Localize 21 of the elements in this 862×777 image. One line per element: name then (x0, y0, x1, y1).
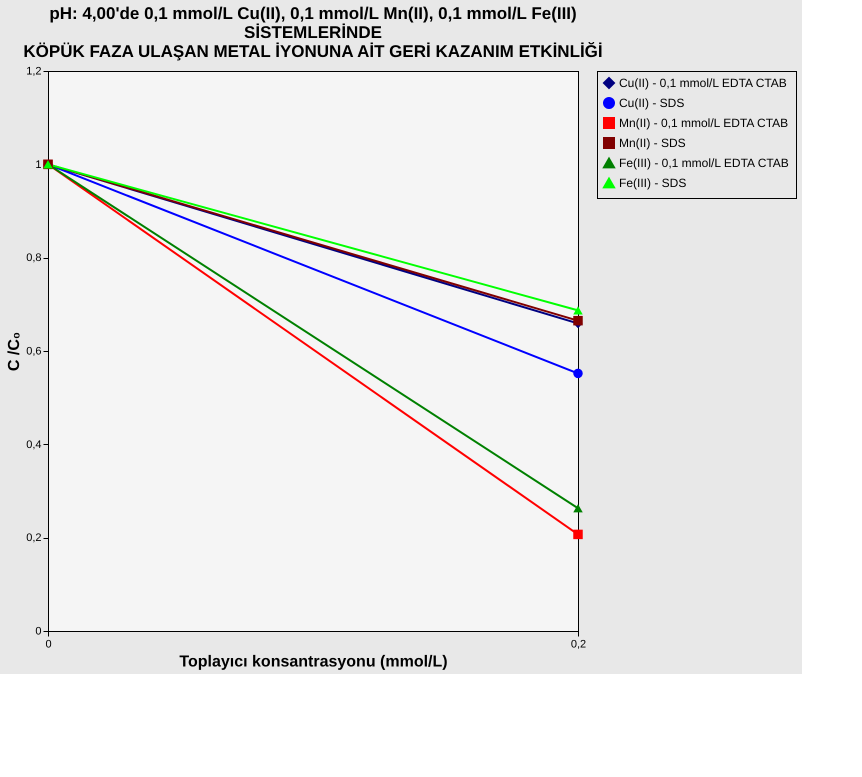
legend-label: Mn(II) - 0,1 mmol/L EDTA CTAB (619, 116, 788, 130)
y-axis-title: C /C₀ (6, 332, 24, 372)
legend-label: Cu(II) - 0,1 mmol/L EDTA CTAB (619, 76, 787, 90)
text: KÖPÜK FAZA ULAŞAN METAL İYONUNA AİT GERİ KAZANIM ETKİNLİĞİ (23, 42, 603, 61)
point (573, 530, 583, 540)
y-tick-label: 0,6 (26, 346, 42, 358)
y-tick-label: 0,2 (26, 532, 42, 544)
y-tick-label: 0,8 (26, 252, 42, 264)
legend-label: Fe(III) - SDS (619, 176, 686, 190)
point (573, 368, 583, 378)
legend-label: Fe(III) - 0,1 mmol/L EDTA CTAB (619, 156, 789, 170)
text: SİSTEMLERİNDE (244, 23, 382, 42)
text: pH: 4,00'de 0,1 mmol/L Cu(II), 0,1 mmol/L Mn(II), 0,1 mmol/L Fe(III) (49, 4, 577, 23)
legend-label: Cu(II) - SDS (619, 96, 684, 110)
legend-label: Mn(II) - SDS (619, 136, 686, 150)
point (573, 316, 583, 326)
y-tick-label: 0 (35, 626, 42, 638)
y-tick-label: 0,4 (26, 438, 42, 451)
x-axis-title: Toplayıcı konsantrasyonu (mmol/L) (179, 654, 448, 670)
y-tick-label: 1,2 (26, 66, 42, 78)
y-tick-label: 1 (35, 158, 42, 171)
